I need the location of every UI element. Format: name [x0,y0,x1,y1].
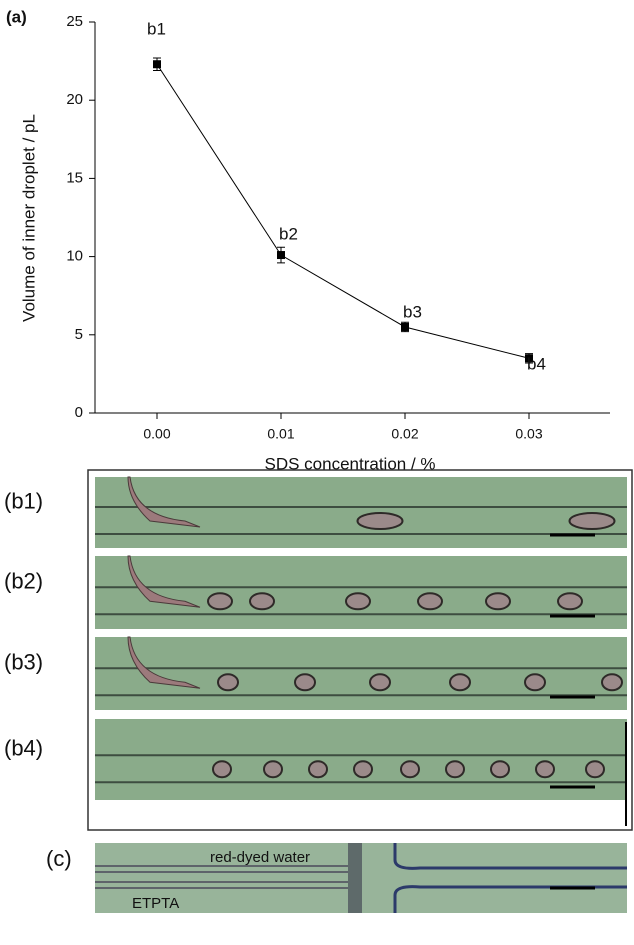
y-tick-label: 20 [66,91,83,108]
droplet [485,592,511,611]
droplet [535,760,555,779]
micrograph [95,719,627,800]
nozzle [127,555,201,608]
data-point [401,322,409,331]
panel-label: (c) [46,846,72,871]
panel-label: (b4) [4,735,43,760]
panel-b-frame [87,469,633,831]
micrograph [95,637,627,710]
droplet [249,592,275,611]
point-annotation: b1 [147,20,166,39]
point-annotation: b2 [279,225,298,244]
point-annotation: b3 [403,302,422,321]
image-label: ETPTA [132,895,179,912]
droplet [207,592,233,611]
droplet [400,760,420,779]
panel-label: (b3) [4,649,43,674]
x-tick-label: 0.03 [515,426,542,442]
x-tick-label: 0.01 [267,426,294,442]
image-label: red-dyed water [210,849,310,866]
droplet [585,760,605,779]
droplet [356,512,404,531]
droplet [212,760,232,779]
y-tick-label: 15 [66,169,83,186]
nozzle [127,476,201,528]
droplet [557,592,583,611]
y-tick-label: 10 [66,248,83,265]
droplet [369,673,391,692]
droplet [490,760,510,779]
droplet [294,673,316,692]
x-tick-label: 0.00 [143,426,170,442]
droplet [601,673,623,692]
data-point [277,251,285,260]
outlet-wall [393,843,627,913]
droplet [568,512,616,531]
droplet [449,673,471,692]
droplet [524,673,546,692]
data-point [525,354,533,363]
droplet [263,760,283,779]
droplet [445,760,465,779]
droplet [345,592,371,611]
panel-label: (a) [6,7,27,26]
point-annotation: b4 [527,355,546,374]
micrographs: (b1) (b2) (b3) (b4) (c) red-dyed water ETPTA [4,476,627,913]
y-tick-label: 5 [75,326,83,343]
panel-label: (b1) [4,488,43,513]
y-axis-label: Volume of inner droplet / pL [19,114,38,322]
y-tick-label: 0 [75,404,83,421]
data-line [156,63,530,359]
x-axis-label: SDS concentration / % [264,454,435,473]
y-tick-label: 25 [66,13,83,30]
x-tick-label: 0.02 [391,426,418,442]
droplet [417,592,443,611]
droplet [308,760,328,779]
droplet [217,673,239,692]
droplet [353,760,373,779]
junction [348,843,362,913]
data-point [153,60,161,69]
micrograph [95,477,627,548]
panel-label: (b2) [4,568,43,593]
nozzle [127,636,201,689]
